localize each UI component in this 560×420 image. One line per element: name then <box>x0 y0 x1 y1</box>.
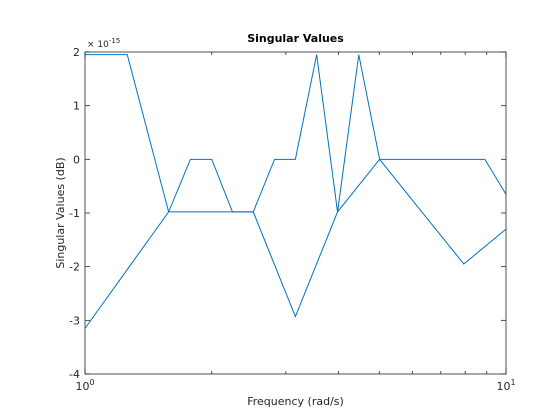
x-tick-label-base: 10 <box>75 380 89 393</box>
x-tick-label-exp: 0 <box>89 378 94 387</box>
x-tick-label-base: 10 <box>496 380 510 393</box>
x-tick-label-exp: 1 <box>510 378 515 387</box>
y-exponent-base: × 10 <box>87 40 109 50</box>
y-tick-label: -1 <box>69 207 80 220</box>
y-tick-label: 2 <box>73 46 80 59</box>
series-line-1 <box>85 54 507 318</box>
chart-title: Singular Values <box>247 32 344 45</box>
y-axis-label: Singular Values (dB) <box>54 157 67 268</box>
y-tick-label: -3 <box>69 314 80 327</box>
series-layer <box>84 54 507 329</box>
plot-area <box>85 52 506 374</box>
x-tick-label: 101 <box>496 378 515 393</box>
y-exponent-power: -15 <box>109 37 120 45</box>
x-tick-label: 100 <box>75 378 94 393</box>
x-axis-label: Frequency (rad/s) <box>247 395 344 408</box>
y-tick-label: -4 <box>69 368 80 381</box>
y-exponent-label: × 10-15 <box>87 37 120 50</box>
y-tick-label: 0 <box>73 153 80 166</box>
series-line-2 <box>84 54 507 329</box>
y-tick-label: -2 <box>69 261 80 274</box>
y-tick-label: 1 <box>73 100 80 113</box>
